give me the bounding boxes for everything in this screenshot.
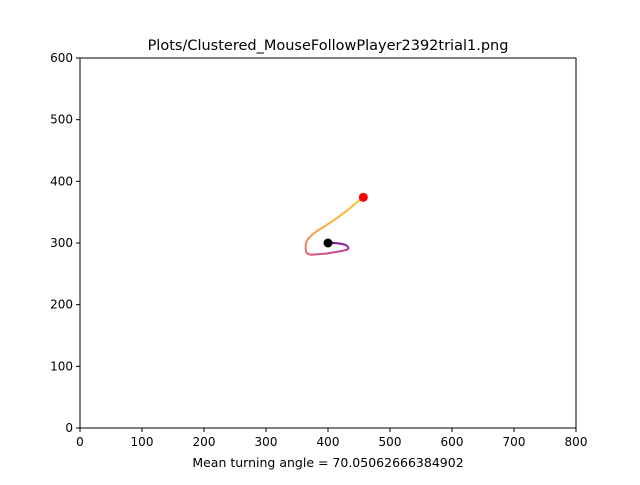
- x-tick-label: 0: [76, 435, 84, 449]
- y-axis: 0 100 200 300 400 500 600: [50, 51, 80, 435]
- trajectory-segment: [333, 242, 342, 245]
- point-marker: [323, 238, 333, 248]
- y-tick-label: 200: [50, 298, 73, 312]
- y-tick-label: 400: [50, 174, 73, 188]
- trajectory-segment: [345, 203, 356, 212]
- y-tick-label: 500: [50, 113, 73, 127]
- plot-markers: [323, 192, 368, 248]
- trajectory-segment: [330, 215, 341, 224]
- x-tick-label: 700: [503, 435, 526, 449]
- x-tick-label: 200: [193, 435, 216, 449]
- y-tick-label: 600: [50, 51, 73, 65]
- x-axis: 0 100 200 300 400 500 600 700 800: [76, 428, 587, 449]
- trajectory-segment: [322, 221, 333, 228]
- point-marker: [358, 192, 368, 202]
- x-tick-label: 300: [255, 435, 278, 449]
- x-axis-label: Mean turning angle = 70.05062666384902: [192, 455, 463, 470]
- trajectory-segment: [310, 253, 320, 256]
- x-tick-label: 500: [379, 435, 402, 449]
- trajectory-segment: [316, 225, 325, 232]
- x-tick-label: 100: [131, 435, 154, 449]
- y-tick-label: 300: [50, 236, 73, 250]
- trajectory-segment: [338, 209, 348, 218]
- x-tick-label: 800: [565, 435, 588, 449]
- chart-title: Plots/Clustered_MouseFollowPlayer2392tri…: [148, 38, 509, 54]
- trajectory-segment: [311, 229, 319, 236]
- y-tick-label: 0: [65, 421, 73, 435]
- x-tick-label: 400: [317, 435, 340, 449]
- trajectory-segment: [325, 251, 336, 255]
- trajectory-segment: [317, 252, 328, 256]
- y-tick-label: 100: [50, 359, 73, 373]
- trajectory-segment: [333, 250, 343, 254]
- x-tick-label: 600: [441, 435, 464, 449]
- plot-area: [304, 196, 365, 256]
